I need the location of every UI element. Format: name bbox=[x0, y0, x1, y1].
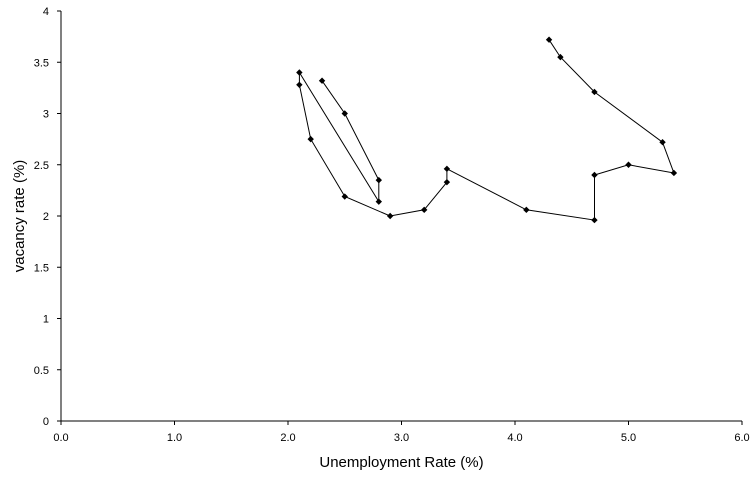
data-point bbox=[375, 198, 382, 205]
data-point bbox=[386, 212, 394, 220]
data-point bbox=[443, 165, 451, 173]
y-axis-title: vacancy rate (%) bbox=[11, 160, 28, 273]
x-tick-label: 2.0 bbox=[280, 432, 295, 444]
data-point bbox=[307, 135, 314, 143]
series-layer bbox=[296, 36, 678, 224]
x-ticks: 0.0 1.0 2.0 3.0 4.0 5.0 6.0 bbox=[53, 421, 750, 444]
data-point bbox=[443, 178, 451, 186]
y-tick-label: 0 bbox=[43, 416, 49, 428]
series-line bbox=[298, 39, 675, 221]
x-tick-label: 3.0 bbox=[394, 432, 409, 444]
data-point bbox=[557, 53, 564, 61]
data-point bbox=[341, 110, 348, 117]
data-point bbox=[421, 206, 428, 214]
data-point bbox=[625, 161, 632, 168]
y-tick-label: 4 bbox=[43, 6, 49, 18]
data-point bbox=[375, 176, 382, 184]
data-point bbox=[523, 206, 530, 214]
x-tick-label: 1.0 bbox=[167, 432, 182, 444]
y-tick-label: 0.5 bbox=[34, 365, 49, 377]
y-tick-label: 3.5 bbox=[34, 57, 49, 69]
x-axis-title: Unemployment Rate (%) bbox=[319, 454, 483, 471]
data-point bbox=[591, 171, 598, 179]
data-point bbox=[591, 88, 598, 96]
data-point bbox=[296, 81, 303, 88]
data-point bbox=[659, 139, 666, 146]
data-point bbox=[318, 77, 326, 84]
data-point bbox=[591, 216, 598, 224]
x-tick-label: 4.0 bbox=[507, 432, 522, 444]
x-tick-label: 6.0 bbox=[734, 432, 749, 444]
x-tick-label: 5.0 bbox=[621, 432, 636, 444]
axes bbox=[60, 11, 742, 422]
data-point bbox=[545, 36, 553, 43]
y-tick-label: 1 bbox=[43, 314, 49, 326]
data-point bbox=[296, 69, 303, 76]
y-tick-label: 3 bbox=[43, 109, 49, 121]
data-point bbox=[341, 193, 348, 200]
data-point bbox=[670, 169, 678, 177]
y-tick-label: 2.5 bbox=[34, 160, 49, 172]
y-tick-label: 2 bbox=[43, 211, 49, 223]
x-tick-label: 0.0 bbox=[53, 432, 68, 444]
y-ticks: 0 0.5 1 1.5 2 2.5 3 3.5 4 bbox=[34, 6, 61, 428]
y-tick-label: 1.5 bbox=[34, 262, 49, 274]
